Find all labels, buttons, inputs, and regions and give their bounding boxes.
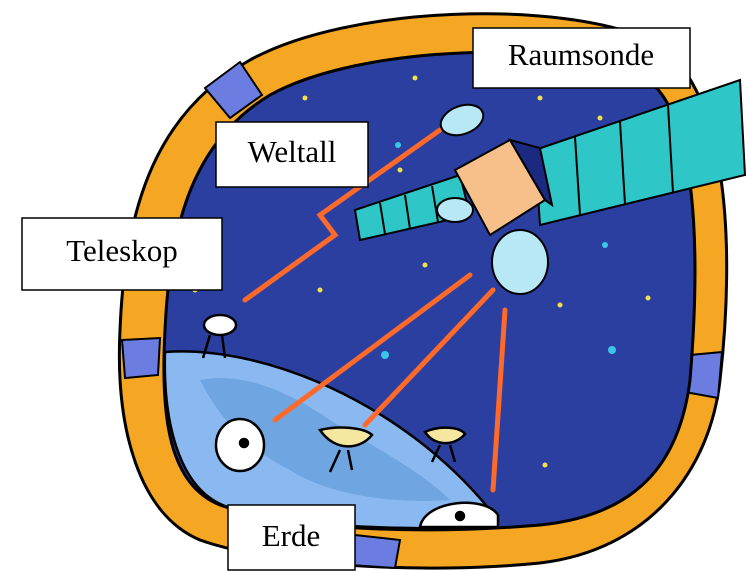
illustration: Raumsonde Weltall Teleskop Erde <box>0 0 746 571</box>
label: Weltall <box>248 134 337 169</box>
label: Raumsonde <box>508 37 654 72</box>
label: Teleskop <box>66 233 177 268</box>
label: Erde <box>262 518 321 553</box>
